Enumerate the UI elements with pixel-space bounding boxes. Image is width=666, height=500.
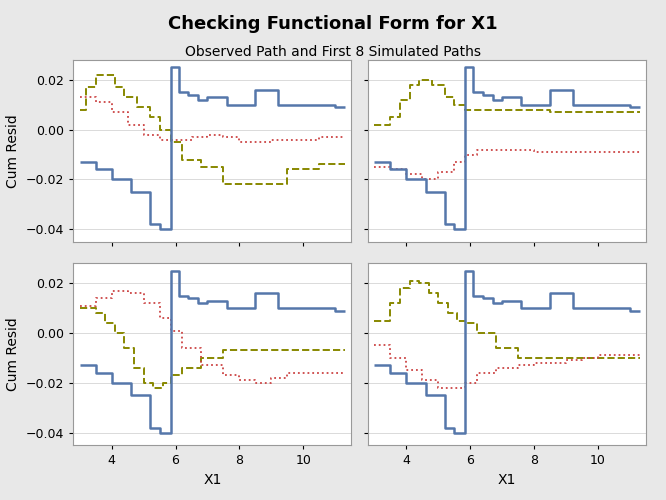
X-axis label: X1: X1 [203, 472, 222, 486]
Y-axis label: Cum Resid: Cum Resid [6, 318, 20, 391]
X-axis label: X1: X1 [498, 472, 516, 486]
Text: Checking Functional Form for X1: Checking Functional Form for X1 [168, 15, 498, 33]
Text: Observed Path and First 8 Simulated Paths: Observed Path and First 8 Simulated Path… [185, 45, 481, 59]
Y-axis label: Cum Resid: Cum Resid [6, 114, 20, 188]
